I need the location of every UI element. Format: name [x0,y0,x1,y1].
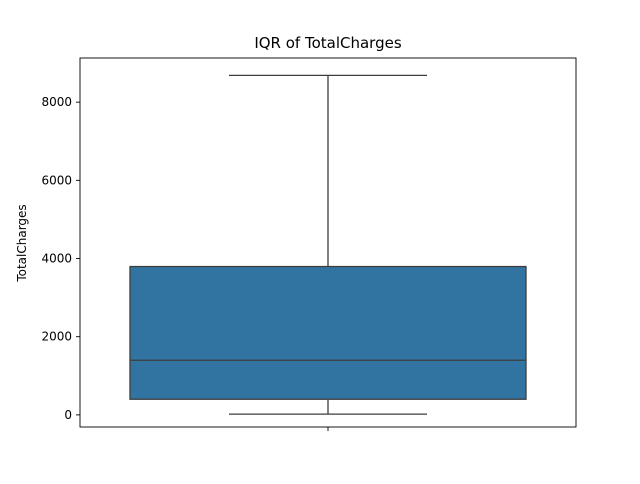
y-axis-label: TotalCharges [15,204,29,282]
plot-area: 0 2000 4000 6000 8000 [41,57,577,431]
chart-title: IQR of TotalCharges [254,34,402,52]
y-tick-label: 6000 [41,173,72,187]
y-tick-label: 2000 [41,330,72,344]
y-tick-label: 0 [64,408,72,422]
y-tick-label: 8000 [41,95,72,109]
y-tick-label: 4000 [41,252,72,266]
iqr-box [129,265,527,400]
